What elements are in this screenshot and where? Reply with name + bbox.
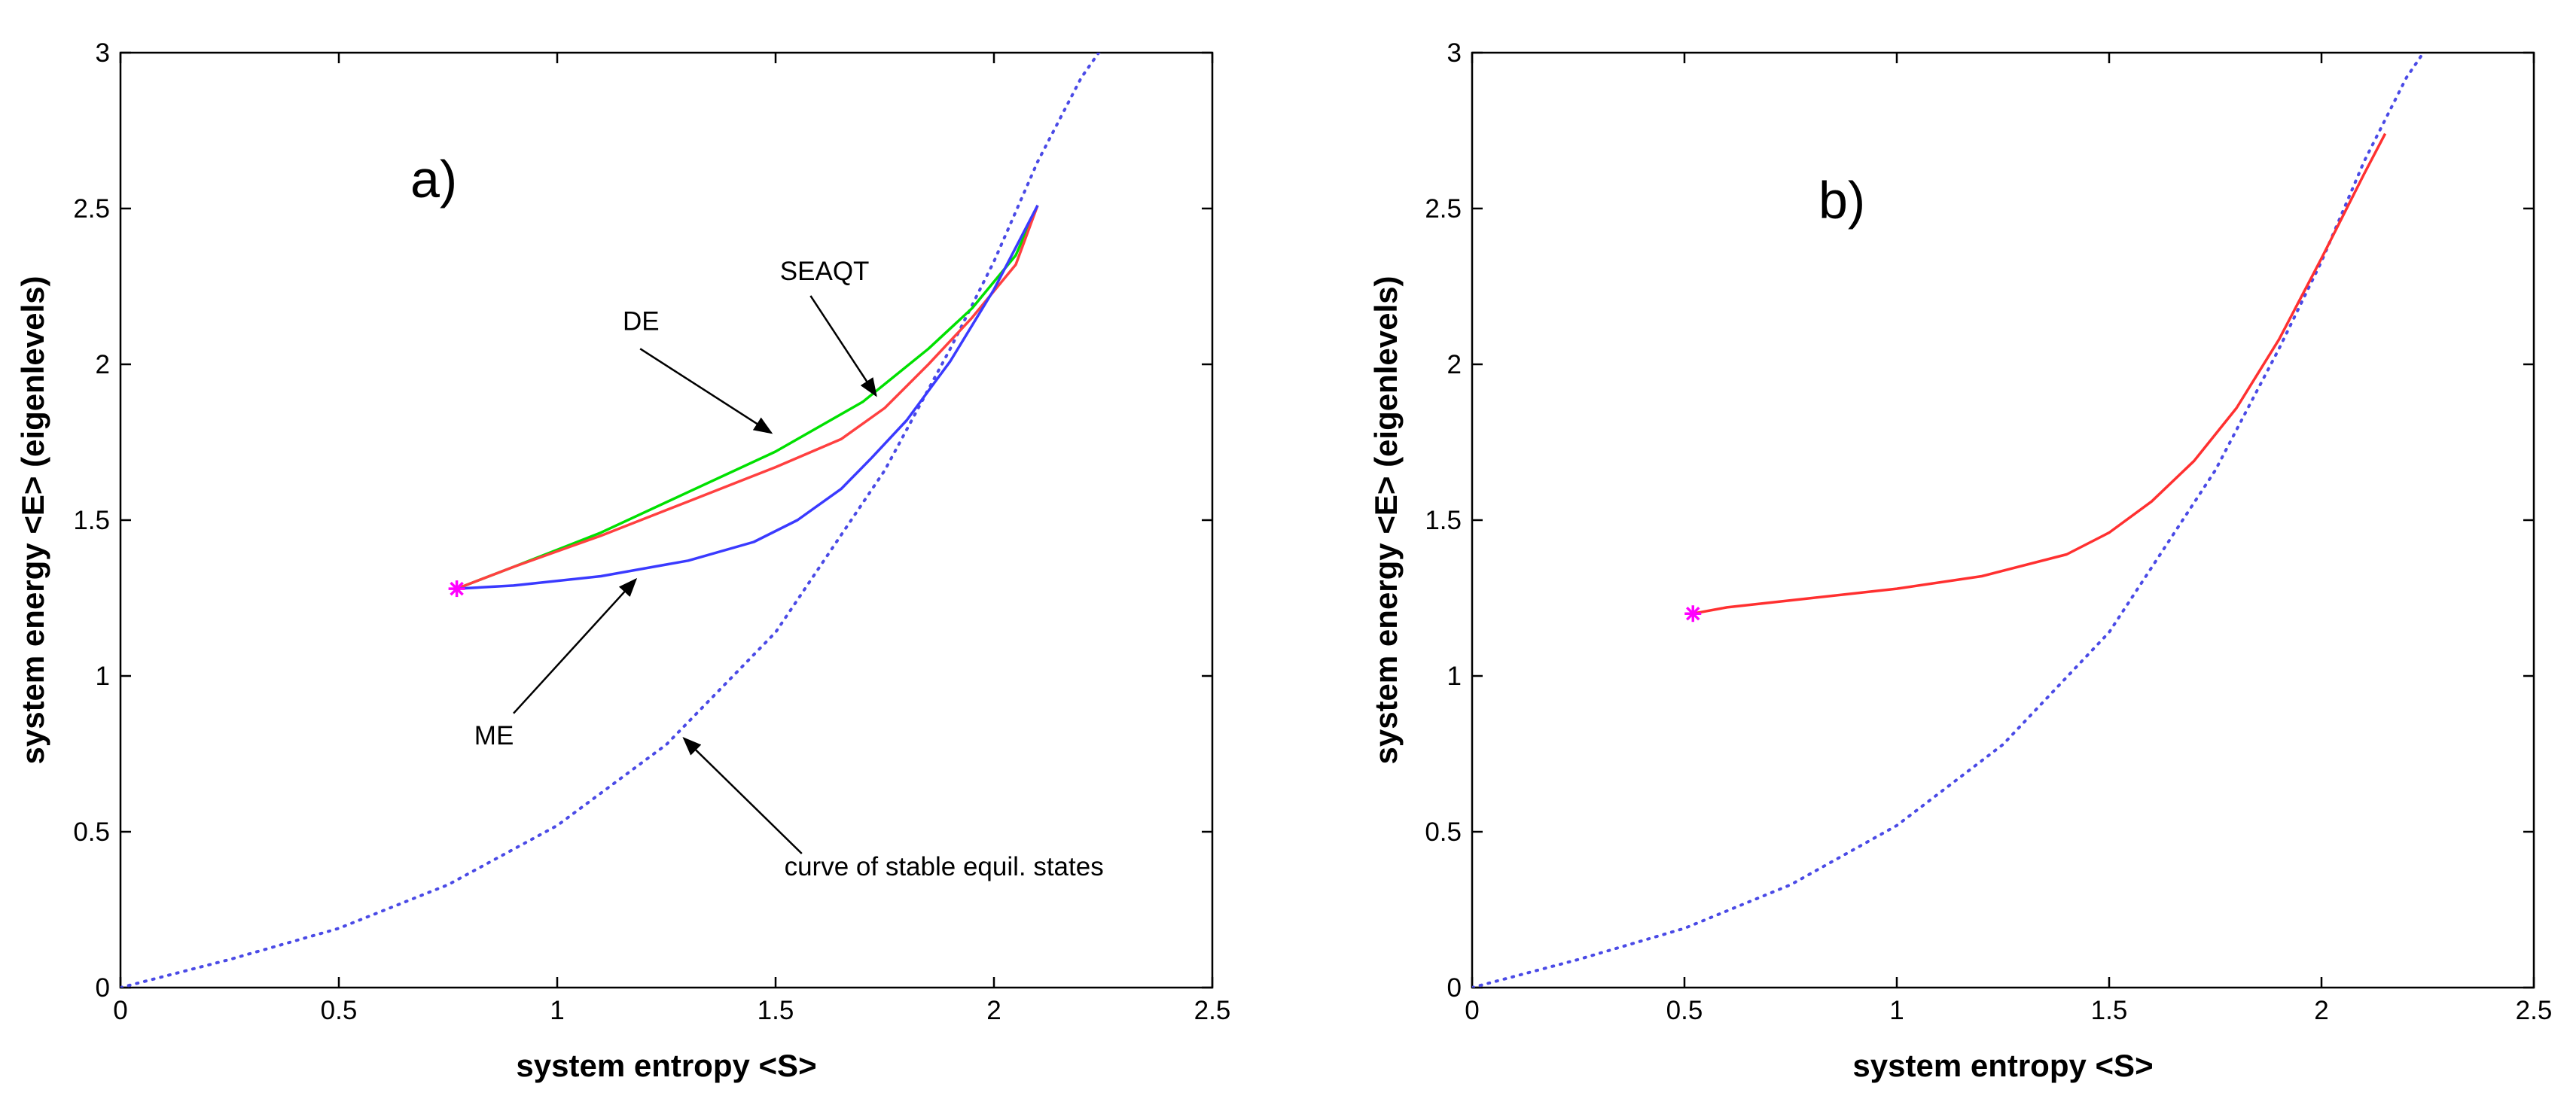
series-de-line <box>456 205 1039 590</box>
panel-label: a) <box>410 150 457 209</box>
start-point-marker <box>1684 605 1702 623</box>
ticks-group: 0 0.5 1 1.5 2 2.5 0 0.5 1 1.5 2 2.5 3 <box>73 38 1230 1025</box>
panel-label: b) <box>1818 171 1865 230</box>
chart-panel-b: 0 0.5 1 1.5 2 2.5 0 0.5 1 1.5 2 2.5 3 b) system entr… <box>1368 38 2552 1083</box>
start-point-marker <box>448 580 465 598</box>
x-tick-label: 1 <box>550 996 564 1025</box>
y-tick-label: 0.5 <box>73 817 110 847</box>
y-tick-label: 0.5 <box>1425 817 1462 847</box>
x-tick-label: 0.5 <box>1666 996 1703 1025</box>
x-tick-label: 2.5 <box>2516 996 2553 1025</box>
y-tick-label: 3 <box>1447 38 1462 68</box>
x-tick-label: 0.5 <box>321 996 358 1025</box>
y-tick-label: 0 <box>96 973 110 1003</box>
x-tick-label: 2.5 <box>1194 996 1231 1025</box>
annotation-label: ME <box>474 721 514 750</box>
x-axis-label: system entropy <S> <box>516 1048 816 1083</box>
annotation-arrow <box>513 577 638 714</box>
annotation-arrow <box>682 737 803 854</box>
x-tick-label: 1 <box>1889 996 1904 1025</box>
y-tick-label: 3 <box>96 38 110 68</box>
annotation-label: SEAQT <box>780 257 870 286</box>
y-tick-label: 2 <box>1447 350 1462 379</box>
series-group <box>1472 53 2425 988</box>
annotations-group: SEAQT DE ME curve of stable equil. states <box>474 257 1104 881</box>
x-tick-label: 0 <box>1465 996 1479 1025</box>
y-tick-label: 2 <box>96 350 110 379</box>
plot-frame <box>1471 51 2535 989</box>
y-tick-label: 2.5 <box>1425 194 1462 224</box>
annotation-label: DE <box>623 306 660 336</box>
x-tick-label: 0 <box>113 996 127 1025</box>
x-axis-label: system entropy <S> <box>1852 1048 2153 1083</box>
series-group <box>120 53 1101 988</box>
series-stable-line <box>120 53 1101 988</box>
annotation-arrow <box>809 295 877 397</box>
x-tick-label: 2 <box>2314 996 2328 1025</box>
series-stable-line <box>1472 53 2425 988</box>
annotation-label: curve of stable equil. states <box>785 852 1104 881</box>
y-tick-label: 1 <box>1447 662 1462 691</box>
x-tick-label: 1.5 <box>2091 996 2128 1025</box>
series-seaqt-line <box>456 205 1039 590</box>
x-tick-label: 1.5 <box>758 996 794 1025</box>
y-tick-label: 2.5 <box>73 194 110 224</box>
y-tick-label: 1.5 <box>73 506 110 535</box>
y-axis-label: system energy <E> (eigenlevels) <box>15 275 50 764</box>
y-axis-label: system energy <E> (eigenlevels) <box>1368 275 1404 764</box>
x-tick-label: 2 <box>986 996 1001 1025</box>
y-tick-label: 0 <box>1447 973 1462 1003</box>
plot-frame <box>119 51 1214 989</box>
chart-panel-a: 0 0.5 1 1.5 2 2.5 0 0.5 1 1.5 2 2.5 3 SEAQT DE ME curve… <box>15 38 1230 1083</box>
ticks-group: 0 0.5 1 1.5 2 2.5 0 0.5 1 1.5 2 2.5 3 <box>1425 38 2552 1025</box>
y-tick-label: 1 <box>96 662 110 691</box>
series-path-line <box>1692 132 2387 615</box>
series-me-line <box>456 205 1039 590</box>
annotation-arrow <box>639 348 773 434</box>
y-tick-label: 1.5 <box>1425 506 1462 535</box>
